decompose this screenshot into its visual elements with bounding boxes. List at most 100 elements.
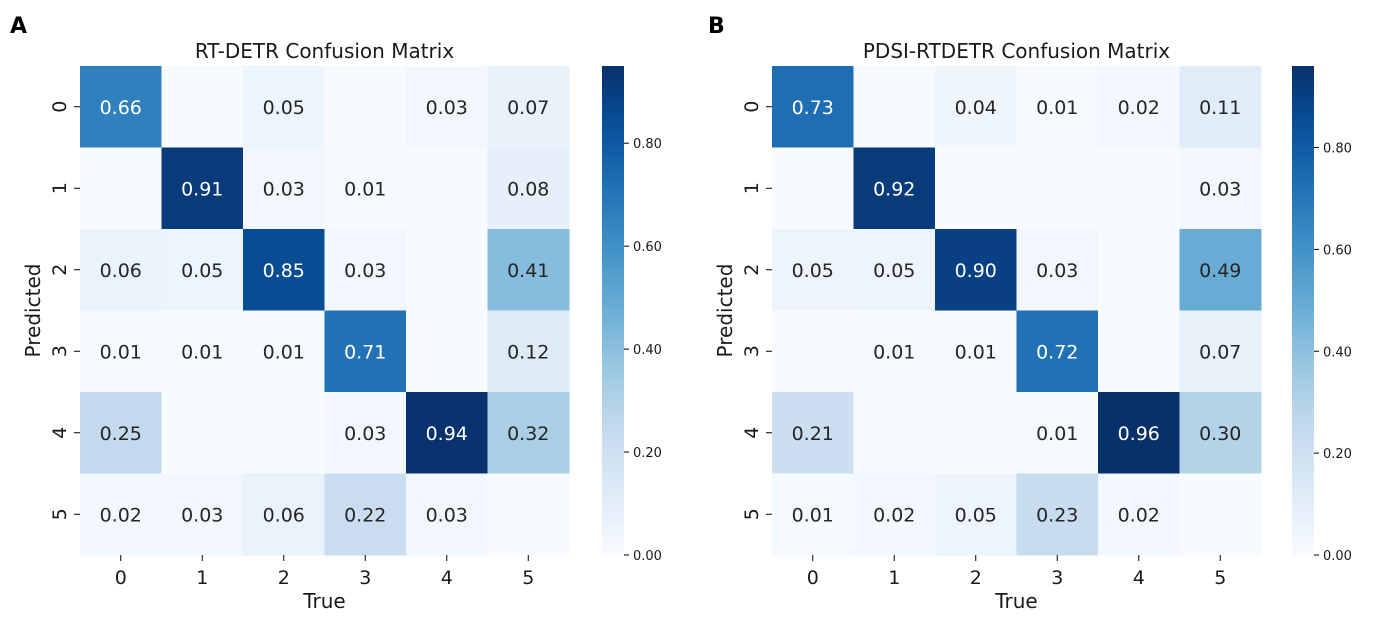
cell-value-label: 0.01 — [955, 341, 997, 363]
heatmap-cell — [1179, 147, 1262, 230]
panel-letter-a: A — [10, 14, 28, 39]
cell-value-label: 0.03 — [426, 504, 468, 526]
heatmap-cell — [853, 147, 936, 230]
x-tick-label: 3 — [359, 567, 371, 589]
cell-value-label: 0.49 — [1199, 260, 1241, 282]
cell-value-label: 0.03 — [1036, 260, 1078, 282]
heatmap-cell — [406, 147, 488, 230]
heatmap-cell — [80, 473, 162, 556]
y-tick-label: 1 — [49, 182, 71, 194]
heatmap-cell — [80, 66, 162, 148]
cell-value-label: 0.07 — [507, 97, 549, 119]
y-tick-label: 2 — [741, 264, 763, 276]
heatmap-cell — [935, 473, 1017, 556]
heatmap-cell — [853, 66, 936, 148]
heatmap-cell — [406, 392, 488, 474]
heatmap-cell — [1016, 392, 1099, 474]
colorbar-tick-label: 0.80 — [633, 137, 662, 152]
heatmap-cell — [1098, 392, 1180, 474]
y-tick-label: 4 — [741, 427, 763, 439]
x-tick-label: 1 — [888, 567, 900, 589]
heatmap-cell — [853, 310, 936, 393]
heatmap-cell — [487, 310, 570, 393]
y-tick-label: 3 — [49, 345, 71, 357]
cell-value-label: 0.06 — [100, 260, 142, 282]
heatmap-cell — [406, 229, 488, 311]
cell-value-label: 0.66 — [100, 97, 142, 119]
y-tick-label: 0 — [741, 101, 763, 113]
cell-value-label: 0.73 — [792, 97, 834, 119]
heatmap-cell — [935, 229, 1017, 311]
y-tick-label: 0 — [49, 101, 71, 113]
cell-value-label: 0.03 — [344, 423, 386, 445]
heatmap-cell — [1179, 66, 1262, 148]
cell-value-label: 0.01 — [263, 341, 305, 363]
heatmap-cell — [772, 66, 854, 148]
cell-value-label: 0.22 — [344, 504, 386, 526]
heatmap-cell — [406, 473, 488, 556]
heatmap-cell — [324, 66, 407, 148]
colorbar-tick-label: 0.60 — [633, 240, 662, 255]
x-tick-label: 2 — [970, 567, 982, 589]
chart-title: RT-DETR Confusion Matrix — [195, 39, 455, 63]
cell-value-label: 0.03 — [344, 260, 386, 282]
heatmap-cell — [243, 392, 325, 474]
heatmap-cell — [161, 229, 244, 311]
cell-value-label: 0.02 — [100, 504, 142, 526]
cell-value-label: 0.01 — [100, 341, 142, 363]
heatmap-cell — [1179, 473, 1262, 556]
heatmap-cell — [487, 392, 570, 474]
y-tick-label: 4 — [49, 427, 71, 439]
x-tick-label: 5 — [522, 567, 534, 589]
heatmap-cell — [243, 473, 325, 556]
cell-value-label: 0.71 — [344, 341, 386, 363]
heatmap-cell — [1098, 310, 1180, 393]
cell-value-label: 0.30 — [1199, 423, 1241, 445]
y-tick-label: 1 — [741, 182, 763, 194]
y-tick-label: 5 — [741, 508, 763, 520]
cell-value-label: 0.25 — [100, 423, 142, 445]
cell-value-label: 0.06 — [263, 504, 305, 526]
cell-value-label: 0.94 — [426, 423, 468, 445]
heatmap-cell — [935, 392, 1017, 474]
cell-value-label: 0.01 — [344, 178, 386, 200]
heatmap-cell — [772, 473, 854, 556]
y-tick-label: 3 — [741, 345, 763, 357]
x-tick-label: 1 — [196, 567, 208, 589]
heatmap-cell — [935, 147, 1017, 230]
cell-value-label: 0.02 — [1118, 97, 1160, 119]
heatmap-cell — [80, 310, 162, 393]
heatmap-cell — [1016, 473, 1099, 556]
cell-value-label: 0.04 — [955, 97, 997, 119]
heatmap-cell — [1098, 473, 1180, 556]
cell-value-label: 0.05 — [955, 504, 997, 526]
heatmap-cell — [1179, 310, 1262, 393]
cell-value-label: 0.90 — [955, 260, 997, 282]
heatmap-cell — [1016, 147, 1099, 230]
cell-value-label: 0.05 — [181, 260, 223, 282]
cell-value-label: 0.01 — [1036, 423, 1078, 445]
heatmap-panel-1: PDSI-RTDETR Confusion Matrix 0.73 0.04 0.01… — [713, 39, 1352, 613]
heatmap-cell — [1098, 229, 1180, 311]
cell-value-label: 0.96 — [1118, 423, 1160, 445]
heatmap-cell — [161, 66, 244, 148]
heatmap-cell — [324, 310, 407, 393]
x-tick-label: 2 — [278, 567, 290, 589]
heatmap-cell — [853, 229, 936, 311]
cell-value-label: 0.12 — [507, 341, 549, 363]
heatmap-cell — [324, 392, 407, 474]
heatmap-cell — [80, 147, 162, 230]
x-axis-label: True — [994, 589, 1037, 613]
x-tick-label: 0 — [115, 567, 127, 589]
heatmap-cell — [243, 229, 325, 311]
cell-value-label: 0.01 — [873, 341, 915, 363]
heatmap-cell — [935, 310, 1017, 393]
y-tick-label: 2 — [49, 264, 71, 276]
heatmap-cell — [1179, 229, 1262, 311]
cell-value-label: 0.03 — [181, 504, 223, 526]
heatmap-cell — [243, 66, 325, 148]
heatmap-cell — [324, 229, 407, 311]
heatmap-cell — [161, 473, 244, 556]
heatmap-cell — [1016, 66, 1099, 148]
x-axis-label: True — [302, 589, 345, 613]
